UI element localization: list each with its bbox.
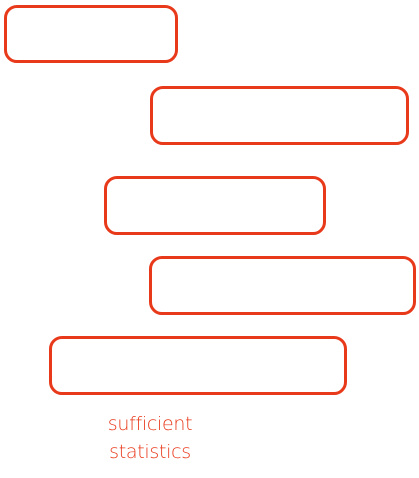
rounded-box-2 xyxy=(150,86,409,145)
caption-line-2: statistics xyxy=(109,441,191,463)
rounded-box-4 xyxy=(149,256,416,315)
rounded-box-3 xyxy=(104,176,326,235)
caption-sufficient-statistics: sufficient statistics xyxy=(90,410,210,466)
rounded-box-5 xyxy=(49,336,347,395)
caption-line-1: sufficient xyxy=(107,413,193,435)
rounded-box-1 xyxy=(4,5,178,63)
